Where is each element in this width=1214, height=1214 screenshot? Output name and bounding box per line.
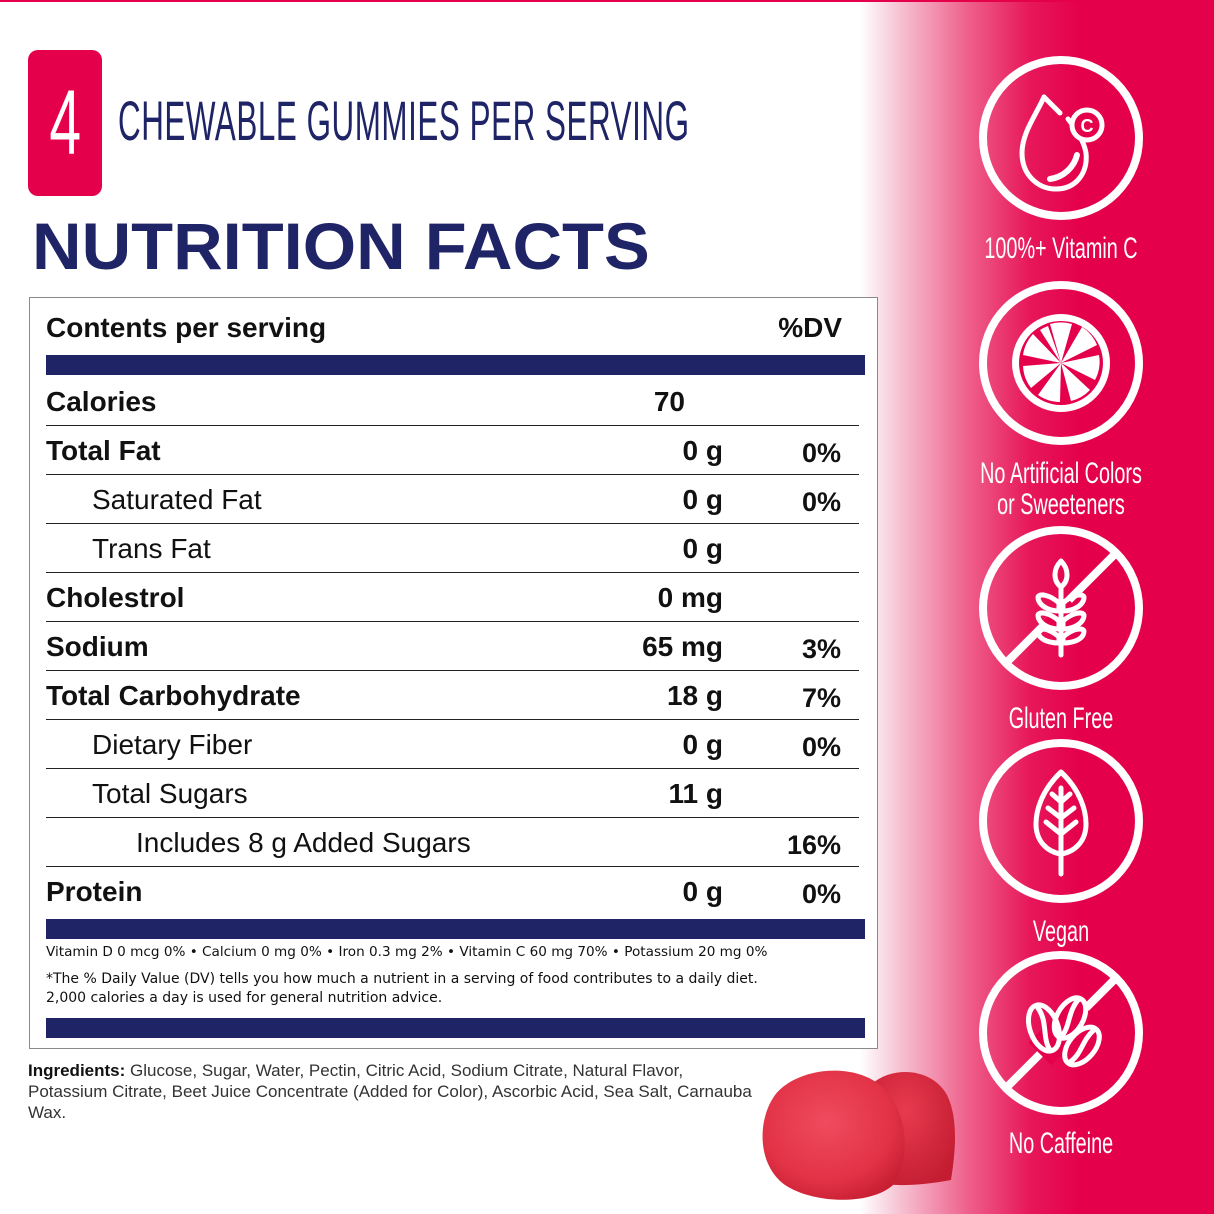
nutrient-amount: 0 mg (657, 582, 723, 613)
panel-header: Contents per serving %DV (46, 312, 866, 348)
nutrient-row-total-carbohydrate: Total Carbohydrate 18 g 7% (46, 671, 859, 720)
nutrient-row-dietary-fiber: Dietary Fiber 0 g 0% (46, 720, 859, 769)
nutrient-amount: 0 g (682, 876, 723, 907)
dv-footnote: *The % Daily Value (DV) tells you how mu… (46, 970, 866, 1008)
nutrient-name: Total Fat (46, 435, 161, 466)
nutrient-dv: 0% (801, 438, 841, 468)
nutrient-name: Trans Fat (92, 533, 211, 564)
divider-bar-top (46, 355, 865, 375)
nutrition-facts-panel: Contents per serving %DV Calories 70 Tot… (29, 297, 878, 1049)
feature-label: Gluten Free (1008, 702, 1114, 735)
nutrient-dv: 16% (786, 830, 841, 860)
nutrient-rows: Calories 70 Total Fat 0 g 0% Saturated F… (46, 377, 859, 916)
nutrient-name: Sodium (46, 631, 149, 662)
nutrient-row-sodium: Sodium 65 mg 3% (46, 622, 859, 671)
top-accent-line (0, 0, 1214, 2)
feature-vegan: Vegan (976, 738, 1146, 947)
feature-label: Vegan (1032, 915, 1090, 948)
nutrient-row-cholesterol: Cholestrol 0 mg (46, 573, 859, 622)
dv-header: %DV (778, 312, 842, 343)
nutrient-dv: 0% (801, 487, 841, 517)
ingredients-list: Glucose, Sugar, Water, Pectin, Citric Ac… (28, 1061, 752, 1122)
page-title: NUTRITION FACTS (32, 209, 650, 283)
feature-gluten-free: Gluten Free (976, 525, 1146, 734)
leaf-icon (978, 738, 1144, 904)
nutrient-amount: 70 (653, 386, 685, 417)
citrus-slice-icon (978, 280, 1144, 446)
contents-header: Contents per serving (46, 312, 327, 343)
nutrient-name: Cholestrol (46, 582, 185, 613)
nutrient-dv: 0% (801, 732, 841, 762)
feature-no-artificial: No Artificial Colors or Sweeteners (976, 280, 1146, 520)
nutrient-name: Includes 8 g Added Sugars (136, 827, 471, 858)
nutrient-amount: 0 g (682, 484, 723, 515)
nutrient-row-saturated-fat: Saturated Fat 0 g 0% (46, 475, 859, 524)
nutrient-row-trans-fat: Trans Fat 0 g (46, 524, 859, 573)
nutrient-amount: 0 g (682, 533, 723, 564)
nutrient-amount: 0 g (682, 435, 723, 466)
serving-count: 4 (49, 71, 82, 174)
nutrient-amount: 18 g (666, 680, 723, 711)
nutrient-row-protein: Protein 0 g 0% (46, 867, 859, 916)
feature-label-line-1: No Artificial Colors (980, 457, 1142, 490)
nutrient-name: Saturated Fat (92, 484, 262, 515)
feature-vitamin-c: C 100%+ Vitamin C (976, 55, 1146, 264)
svg-text:C: C (1081, 116, 1094, 136)
feature-label: 100%+ Vitamin C (984, 232, 1138, 265)
nutrient-row-total-sugars: Total Sugars 11 g (46, 769, 859, 818)
nutrient-dv: 7% (801, 683, 841, 713)
nutrient-row-added-sugars: Includes 8 g Added Sugars 16% (46, 818, 859, 867)
feature-label: No Caffeine (1008, 1127, 1114, 1160)
feature-no-caffeine: No Caffeine (976, 950, 1146, 1159)
footnote-line-1: *The % Daily Value (DV) tells you how mu… (46, 971, 758, 987)
nutrient-name: Total Carbohydrate (46, 680, 301, 711)
serving-description: CHEWABLE GUMMIES PER SERVING (118, 89, 690, 152)
features-panel-background (860, 2, 1214, 1214)
feature-label: No Artificial Colors or Sweeteners (975, 458, 1147, 520)
nutrient-amount: 65 mg (642, 631, 723, 662)
nutrient-row-total-fat: Total Fat 0 g 0% (46, 426, 859, 475)
nutrient-name: Protein (46, 876, 143, 907)
gummies-image (755, 1055, 960, 1205)
nutrient-dv: 3% (801, 634, 841, 664)
nutrient-name: Total Sugars (92, 778, 248, 809)
nutrient-amount: 11 g (668, 778, 723, 809)
ingredients-text: Ingredients: Glucose, Sugar, Water, Pect… (28, 1060, 758, 1123)
no-wheat-icon (978, 525, 1144, 691)
nutrient-name: Calories (46, 386, 157, 417)
vitamin-c-drop-icon: C (978, 55, 1144, 221)
feature-label-line-2: or Sweeteners (997, 488, 1125, 521)
nutrient-dv: 0% (801, 879, 841, 909)
nutrient-amount: 0 g (682, 729, 723, 760)
nutrient-name: Dietary Fiber (92, 729, 253, 760)
divider-bar-middle (46, 919, 865, 939)
vitamins-minerals-line: Vitamin D 0 mcg 0% • Calcium 0 mg 0% • I… (46, 944, 768, 960)
gummy-candy-icon (762, 1070, 955, 1200)
no-coffee-bean-icon (978, 950, 1144, 1116)
footnote-line-2: 2,000 calories a day is used for general… (46, 990, 443, 1006)
ingredients-label: Ingredients: (28, 1061, 126, 1080)
serving-count-badge: 4 (28, 50, 102, 196)
nutrient-row-calories: Calories 70 (46, 377, 859, 426)
divider-bar-bottom (46, 1018, 865, 1038)
